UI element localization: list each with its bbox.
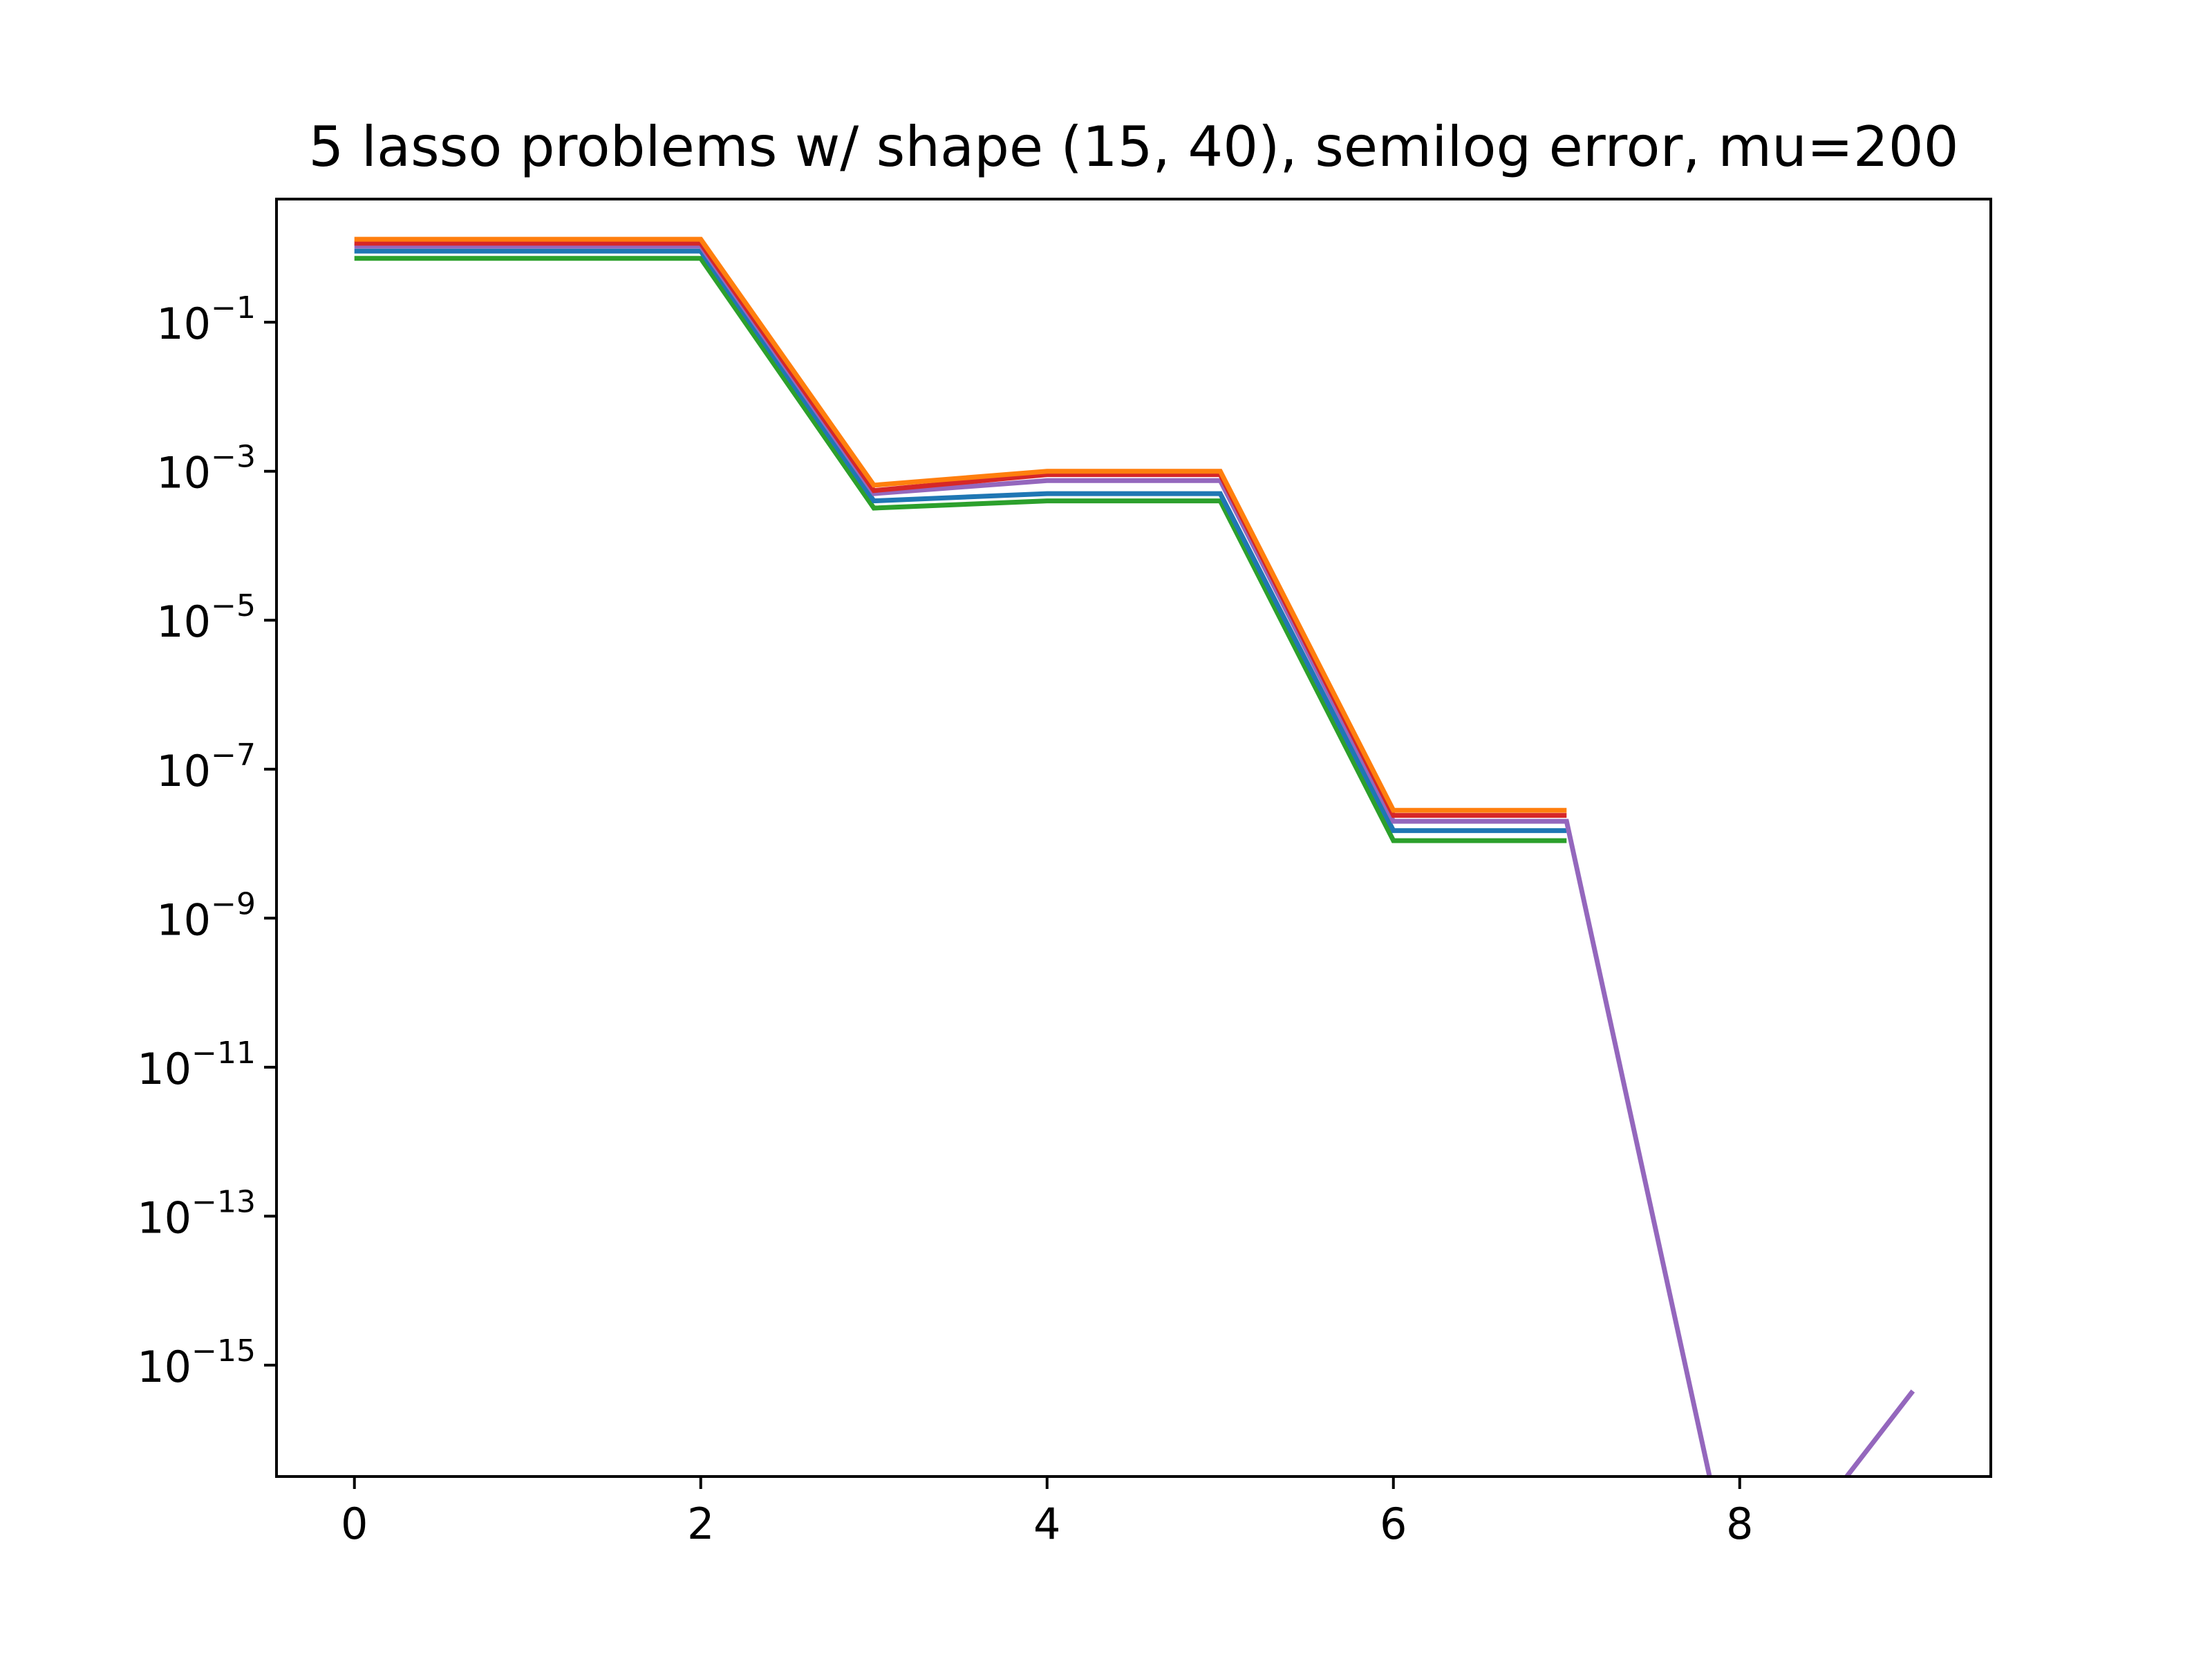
x-axis: 0 2 4 6 8: [341, 1477, 1753, 1549]
y-tick-base-7: 10: [137, 1342, 191, 1392]
y-tick-base-2: 10: [156, 597, 211, 647]
y-tick-exponent-3: −7: [211, 738, 256, 773]
y-tick-label-7: 10−15: [137, 1333, 256, 1392]
y-tick-base-0: 10: [156, 299, 211, 349]
y-tick-exponent-1: −3: [211, 440, 256, 475]
y-tick-base-3: 10: [156, 746, 211, 796]
y-tick-exponent-6: −13: [191, 1184, 256, 1219]
y-tick-base-6: 10: [137, 1192, 191, 1243]
y-tick-exponent-5: −11: [191, 1035, 256, 1071]
series-line-0: [354, 256, 1567, 843]
y-tick-exponent-4: −9: [211, 886, 256, 921]
y-tick-base-1: 10: [156, 448, 211, 498]
y-tick-base-5: 10: [137, 1044, 191, 1094]
y-tick-label-6: 10−13: [137, 1184, 256, 1243]
series-line-4: [354, 236, 1567, 813]
y-tick-label-3: 10−7: [156, 738, 256, 796]
series-layer: [354, 236, 1915, 1477]
y-tick-label-2: 10−5: [156, 588, 256, 647]
plot-frame: [275, 198, 1992, 1478]
y-tick-label-0: 10−1: [156, 290, 256, 349]
x-tick-label-1: 2: [687, 1499, 714, 1549]
chart-title: 5 lasso problems w/ shape (15, 40), semi…: [308, 115, 1958, 179]
y-tick-exponent-7: −15: [191, 1333, 256, 1369]
y-tick-exponent-2: −5: [211, 588, 256, 624]
y-tick-exponent-0: −1: [211, 290, 256, 326]
y-tick-label-4: 10−9: [156, 886, 256, 945]
series-line-1: [354, 248, 1567, 834]
x-tick-label-4: 8: [1726, 1499, 1753, 1549]
x-tick-label-3: 6: [1380, 1499, 1407, 1549]
y-tick-base-4: 10: [156, 894, 211, 945]
x-tick-label-2: 4: [1033, 1499, 1060, 1549]
y-tick-label-1: 10−3: [156, 440, 256, 498]
x-tick-label-0: 0: [341, 1499, 368, 1549]
series-line-2: [354, 243, 1915, 1477]
y-tick-label-5: 10−11: [137, 1035, 256, 1094]
